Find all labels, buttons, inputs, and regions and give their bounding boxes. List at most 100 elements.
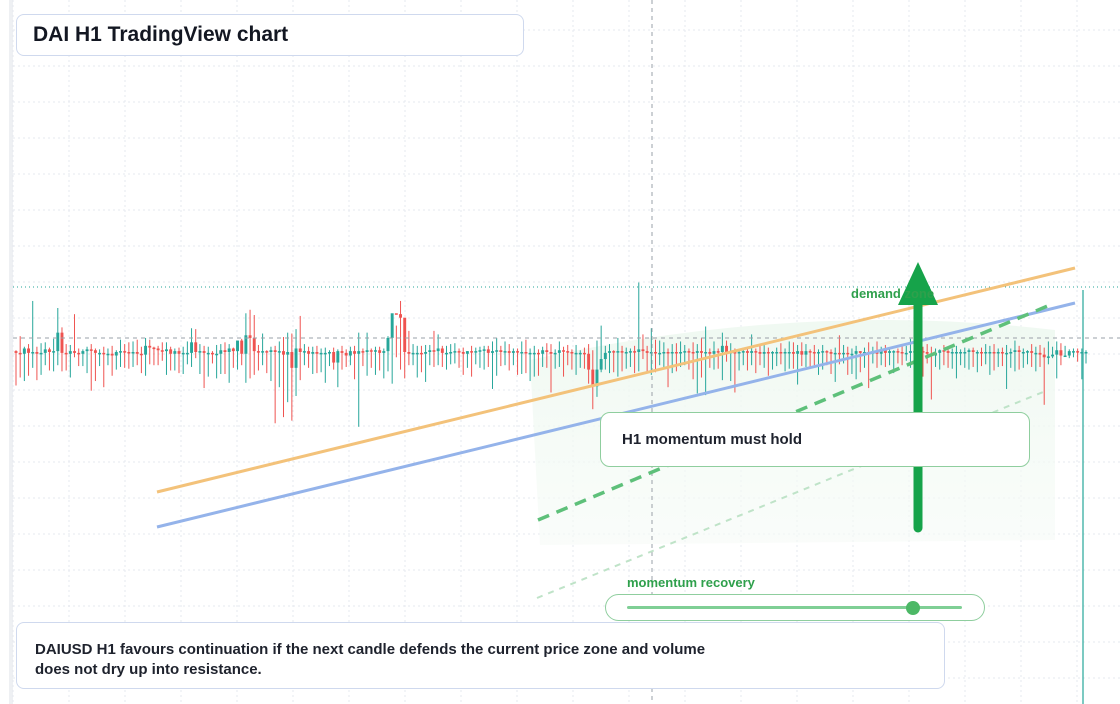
candle-body — [470, 351, 474, 353]
candle-body — [286, 352, 290, 355]
candle-body — [194, 342, 198, 352]
momentum-slider-rail — [627, 606, 962, 609]
candle-body — [704, 352, 708, 354]
candle-body — [649, 352, 653, 354]
candle-body — [846, 352, 850, 355]
candle-body — [123, 351, 127, 353]
candle-body — [102, 352, 106, 355]
candle-body — [980, 352, 983, 354]
candle-body — [365, 350, 369, 352]
candle-body — [1076, 351, 1080, 353]
candle-body — [528, 352, 532, 355]
candle-body — [403, 317, 407, 352]
candle-body — [240, 340, 244, 354]
candle-body — [169, 349, 173, 354]
candle-body — [938, 350, 942, 353]
candle-body — [804, 351, 808, 355]
candle-body — [307, 351, 311, 354]
candle-body — [553, 352, 557, 355]
momentum-slider-knob[interactable] — [906, 601, 921, 615]
candle-body — [825, 351, 829, 353]
candle-body — [93, 350, 97, 353]
candle-body — [77, 352, 81, 355]
candle-body — [85, 349, 89, 352]
candle-body — [725, 345, 729, 353]
candle-body — [1046, 356, 1050, 358]
candle-body — [1000, 352, 1004, 354]
candle-body — [457, 351, 461, 353]
candle-body — [762, 352, 766, 354]
candle-body — [854, 351, 858, 354]
candle-body — [399, 314, 402, 318]
candle-body — [608, 351, 611, 353]
candle-body — [996, 352, 1000, 354]
candle-body — [215, 353, 219, 356]
candle-body — [758, 352, 762, 354]
candle-body — [269, 350, 273, 352]
candle-body — [290, 352, 294, 368]
candle-body — [98, 352, 102, 355]
candle-body — [135, 352, 139, 354]
trendline-green-dashed[interactable] — [537, 303, 1051, 522]
candle-body — [1051, 354, 1055, 357]
candle-body — [904, 352, 908, 355]
candle-body — [81, 351, 85, 354]
candle-body — [1059, 350, 1063, 356]
candle-body — [959, 352, 963, 354]
candle-body — [779, 352, 783, 354]
candle-body — [1080, 352, 1084, 354]
candle-body — [482, 349, 486, 351]
candle-body — [394, 313, 398, 315]
chart-title-box: DAI H1 TradingView chart — [16, 14, 524, 56]
candle-body — [148, 345, 152, 348]
candle-body — [812, 352, 816, 354]
candle-body — [633, 351, 637, 353]
momentum-slider[interactable] — [605, 594, 985, 621]
candle-body — [595, 369, 599, 387]
candle-body — [662, 352, 666, 354]
candle-body — [114, 352, 118, 356]
candle-body — [373, 350, 377, 352]
candle-body — [202, 351, 206, 353]
candle-body — [60, 332, 64, 353]
candle-body — [336, 351, 340, 363]
candle-body — [185, 352, 189, 355]
candle-body — [319, 352, 323, 355]
candle-body — [536, 352, 540, 355]
candle-body — [612, 351, 616, 353]
candle-body — [741, 351, 745, 353]
candle-body — [165, 349, 168, 352]
candle-body — [181, 352, 185, 355]
candle-body — [808, 351, 812, 353]
candle-body — [892, 351, 896, 353]
candle-body — [294, 348, 298, 368]
candle-body — [106, 353, 110, 356]
candle-body — [620, 351, 624, 353]
candle-body — [817, 352, 820, 354]
candle-body — [227, 348, 231, 352]
candle-body — [674, 352, 678, 354]
candle-body — [988, 352, 992, 354]
candle-body — [520, 352, 524, 354]
candle-body — [574, 352, 578, 355]
candle-body — [549, 352, 553, 354]
candle-body — [733, 352, 737, 354]
candle-body — [666, 352, 670, 354]
candle-body — [1042, 354, 1046, 358]
candle-body — [833, 352, 837, 355]
candle-body — [658, 352, 662, 355]
candle-body — [775, 352, 779, 354]
candle-body — [708, 352, 712, 354]
candle-body — [282, 351, 285, 355]
candle-body — [925, 352, 929, 354]
candle-body — [411, 352, 415, 355]
candle-body — [720, 345, 724, 352]
candle-body — [68, 351, 72, 354]
candle-body — [131, 352, 135, 354]
candle-body — [277, 351, 281, 353]
candle-body — [378, 350, 382, 353]
candle-body — [863, 352, 866, 354]
candle-body — [850, 353, 854, 356]
candle-body — [478, 350, 482, 352]
candle-body — [18, 352, 22, 355]
